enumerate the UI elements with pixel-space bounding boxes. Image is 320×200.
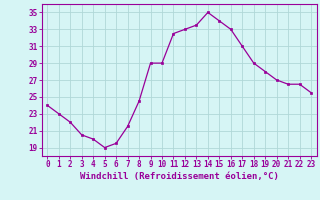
X-axis label: Windchill (Refroidissement éolien,°C): Windchill (Refroidissement éolien,°C) — [80, 172, 279, 181]
